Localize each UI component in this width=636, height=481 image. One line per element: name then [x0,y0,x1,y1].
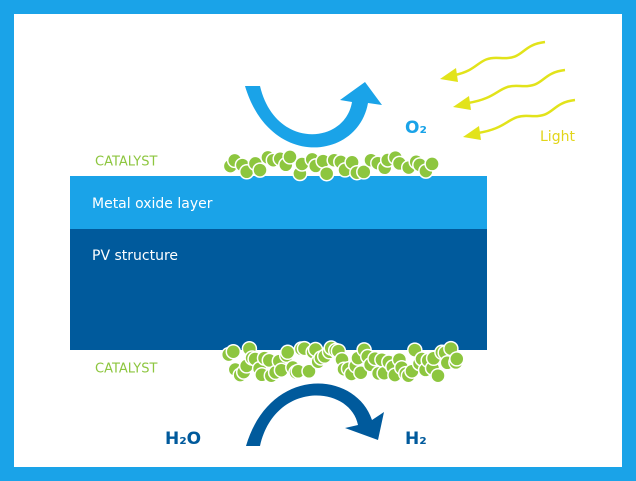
hydrogen-label: H₂ [405,429,427,449]
water-label: H₂O [165,429,201,449]
layer-label: Metal oxide layer [92,196,213,212]
particle [431,369,445,383]
layer-label: PV structure [92,248,178,264]
catalyst-label: CATALYST [95,362,157,377]
diagram: CATALYST Metal oxide layer PV structure … [0,0,636,481]
oxygen-label: O₂ [405,118,427,138]
particle [281,345,295,359]
particle [450,352,464,366]
particle [253,163,267,177]
catalyst-label: CATALYST [95,155,157,170]
particle [320,167,334,181]
page: CATALYST Metal oxide layer PV structure … [0,0,636,481]
light-label: Light [540,129,575,145]
particle [226,345,240,359]
particle [425,157,439,171]
